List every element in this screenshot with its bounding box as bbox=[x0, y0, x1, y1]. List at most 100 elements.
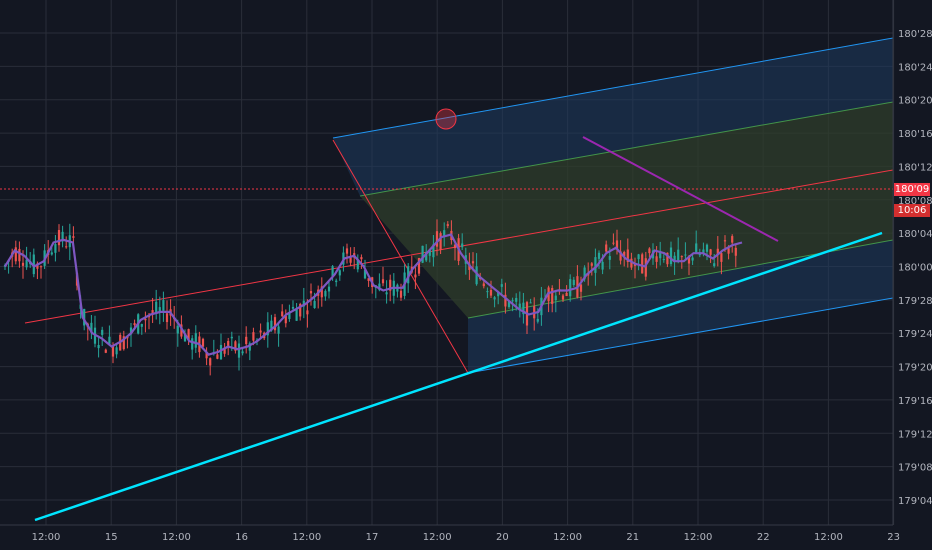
candle-body bbox=[227, 341, 230, 347]
candle-body bbox=[21, 262, 25, 266]
x-tick-label: 21 bbox=[626, 532, 639, 543]
y-tick-label: 179'04 bbox=[898, 496, 932, 507]
candle-body bbox=[273, 317, 277, 331]
x-tick-label: 12:00 bbox=[684, 532, 713, 543]
candle-body bbox=[482, 283, 485, 287]
candle-body bbox=[615, 240, 619, 249]
candle-body bbox=[702, 249, 705, 254]
candle-body bbox=[507, 301, 511, 308]
moving-average-line bbox=[4, 233, 743, 356]
candle-body bbox=[234, 341, 237, 351]
candle-body bbox=[551, 287, 554, 304]
x-tick-label: 12:00 bbox=[162, 532, 191, 543]
x-tick-label: 12:00 bbox=[32, 532, 61, 543]
peak-marker-circle[interactable] bbox=[435, 108, 457, 130]
candle-body bbox=[691, 257, 694, 261]
candle-body bbox=[25, 259, 28, 268]
candle-body bbox=[183, 333, 187, 342]
channel-inner-upper-line bbox=[359, 101, 894, 197]
candle-body bbox=[709, 249, 712, 255]
candle-body bbox=[237, 343, 241, 358]
x-tick-label: 20 bbox=[496, 532, 509, 543]
candle-body bbox=[662, 259, 665, 261]
candle-body bbox=[205, 352, 208, 359]
candle-body bbox=[187, 329, 190, 340]
candle-body bbox=[425, 252, 428, 261]
candle-body bbox=[554, 295, 557, 301]
candle-body bbox=[565, 292, 568, 297]
candle-body bbox=[248, 343, 251, 351]
candle-body bbox=[720, 253, 723, 262]
candle-body bbox=[414, 274, 417, 278]
candle-body bbox=[684, 254, 687, 256]
candle-body bbox=[18, 248, 21, 262]
candle-body bbox=[659, 250, 662, 259]
x-tick-label: 16 bbox=[235, 532, 248, 543]
candle-body bbox=[381, 279, 385, 284]
candle-body bbox=[367, 278, 370, 281]
candle-body bbox=[165, 313, 169, 323]
candle-body bbox=[500, 284, 503, 287]
candle-body bbox=[349, 257, 352, 263]
x-tick-label: 12:00 bbox=[553, 532, 582, 543]
candle-body bbox=[641, 254, 644, 274]
y-tick-label: 180'28 bbox=[898, 29, 932, 40]
candle-body bbox=[389, 279, 392, 291]
y-tick-label: 180'16 bbox=[898, 129, 932, 140]
descending-resistance-line[interactable] bbox=[582, 136, 779, 242]
candle-body bbox=[57, 230, 61, 246]
y-tick-label: 179'08 bbox=[898, 463, 932, 474]
countdown-tag: 10:06 bbox=[894, 204, 930, 217]
candle-body bbox=[241, 351, 244, 354]
candle-body bbox=[299, 303, 302, 317]
candle-body bbox=[583, 267, 586, 280]
candle-body bbox=[497, 291, 500, 297]
x-tick-label: 12:00 bbox=[423, 532, 452, 543]
candle-body bbox=[489, 289, 493, 296]
candle-body bbox=[695, 243, 698, 253]
candle-body bbox=[605, 244, 608, 252]
candle-body bbox=[201, 338, 205, 347]
candle-body bbox=[421, 245, 424, 263]
candle-body bbox=[590, 263, 593, 266]
x-tick-label: 23 bbox=[887, 532, 900, 543]
candle-body bbox=[378, 283, 381, 291]
rising-trendline[interactable] bbox=[34, 231, 883, 522]
candle-body bbox=[219, 344, 223, 360]
candle-body bbox=[155, 301, 158, 314]
candle-body bbox=[363, 269, 367, 279]
candle-body bbox=[129, 327, 133, 335]
candle-body bbox=[14, 247, 17, 262]
candle-body bbox=[252, 332, 255, 341]
candle-body bbox=[209, 358, 212, 366]
candle-body bbox=[320, 286, 323, 298]
candle-body bbox=[529, 302, 532, 304]
candle-body bbox=[72, 236, 75, 238]
candle-body bbox=[295, 309, 298, 321]
candle-body bbox=[115, 347, 118, 355]
candle-body bbox=[39, 266, 43, 268]
candle-body bbox=[637, 254, 640, 260]
candle-body bbox=[360, 257, 363, 260]
candle-body bbox=[608, 256, 611, 260]
y-tick-label: 180'00 bbox=[898, 263, 932, 274]
candle-body bbox=[633, 263, 637, 266]
candle-body bbox=[97, 344, 100, 349]
x-tick-label: 12:00 bbox=[292, 532, 321, 543]
candle-body bbox=[648, 248, 651, 254]
candle-body bbox=[687, 256, 691, 264]
candle-body bbox=[281, 311, 284, 317]
candle-body bbox=[111, 345, 115, 357]
y-tick-label: 180'08 bbox=[898, 196, 932, 207]
y-tick-label: 179'24 bbox=[898, 329, 932, 340]
candle-body bbox=[266, 322, 269, 336]
channel-lower-zone bbox=[468, 240, 893, 373]
x-tick-label: 22 bbox=[757, 532, 770, 543]
candle-body bbox=[677, 249, 680, 262]
candle-body bbox=[309, 291, 313, 294]
candle-body bbox=[245, 336, 248, 345]
candle-body bbox=[439, 233, 442, 250]
candle-body bbox=[162, 300, 165, 311]
candle-body bbox=[324, 290, 327, 297]
